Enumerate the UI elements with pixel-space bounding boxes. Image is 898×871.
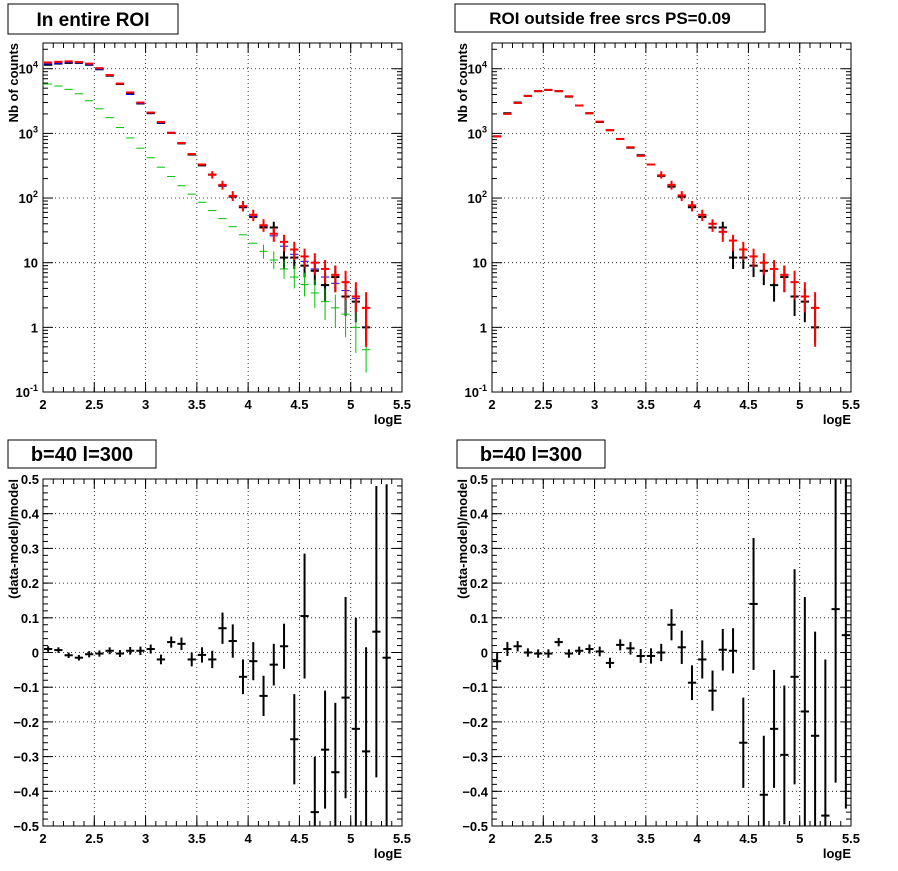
plot-frame: [491, 42, 852, 393]
x-tick-label: 5: [796, 397, 803, 412]
y-axis-title: Nb of counts: [455, 43, 470, 122]
y-tick-label: 102: [19, 189, 38, 206]
y-tick-label: 103: [468, 124, 487, 141]
plot-frame: [42, 42, 403, 393]
x-tick-label: 5.5: [393, 831, 411, 846]
x-tick-label: 2.5: [534, 397, 552, 412]
x-tick-label: 2.5: [534, 831, 552, 846]
y-tick-label: 0.4: [470, 507, 489, 522]
x-tick-label: 5: [347, 831, 354, 846]
panel-title: In entire ROI: [37, 10, 150, 31]
x-tick-label: 5.5: [842, 831, 860, 846]
x-tick-label: 2: [488, 397, 495, 412]
data-series: [44, 484, 391, 826]
x-tick-label: 2: [488, 831, 495, 846]
data-series: [44, 61, 371, 309]
x-tick-label: 3: [591, 397, 598, 412]
y-tick-label: 0.1: [21, 611, 39, 626]
x-tick-label: 5.5: [393, 397, 411, 412]
x-tick-label: 5: [347, 397, 354, 412]
data-series: [44, 83, 371, 373]
y-tick-label: 0.5: [21, 472, 39, 487]
y-axis-title: (data-model)/model: [6, 479, 21, 599]
x-tick-label: 4.5: [739, 397, 757, 412]
x-tick-label: 2: [39, 831, 46, 846]
x-tick-label: 3.5: [188, 831, 206, 846]
data-series: [44, 60, 371, 347]
y-axis-title: (data-model)/model: [455, 479, 470, 599]
y-tick-label: −0.5: [13, 819, 39, 834]
panel-title: ROI outside free srcs PS=0.09: [489, 9, 730, 28]
x-tick-label: 2: [39, 397, 46, 412]
data-series: [493, 479, 850, 826]
x-tick-label: 2.5: [85, 831, 103, 846]
panel-title: b=40 l=300: [31, 444, 133, 466]
chart-panel: 2 2.5 3 3.5 4 4.5 5 5.5 10-1 1 10 102 103 104 logE Nb o…: [454, 3, 860, 427]
y-tick-label: −0.4: [462, 784, 488, 799]
chart-panel: 2 2.5 3 3.5 4 4.5 5 5.5 −0.5 −0.4 −0.3 −0.2 −0.1 0 0.1…: [455, 439, 860, 861]
x-tick-label: 3.5: [637, 397, 655, 412]
plot-frame: [42, 478, 403, 827]
title-box: [456, 439, 606, 469]
y-tick-label: −0.3: [462, 750, 488, 765]
y-tick-label: 102: [468, 189, 487, 206]
x-axis-title: logE: [823, 412, 851, 427]
x-tick-label: 4: [245, 397, 253, 412]
x-axis-title: logE: [374, 412, 402, 427]
x-tick-label: 4: [694, 831, 702, 846]
x-tick-label: 3.5: [188, 397, 206, 412]
y-tick-label: 0.5: [470, 472, 488, 487]
y-tick-label: 10: [24, 256, 38, 271]
y-tick-label: 104: [19, 60, 38, 77]
y-tick-label: 10-1: [16, 383, 38, 400]
x-tick-label: 4: [245, 831, 253, 846]
data-series: [493, 88, 820, 347]
y-tick-label: −0.5: [462, 819, 488, 834]
y-tick-label: 103: [19, 124, 38, 141]
chart-panel: 2 2.5 3 3.5 4 4.5 5 5.5 10-1 1 10 102 103 104 logE Nb o…: [6, 3, 411, 427]
x-tick-label: 4: [694, 397, 702, 412]
y-axis-title: Nb of counts: [6, 43, 21, 122]
y-tick-label: −0.3: [13, 750, 39, 765]
y-tick-label: 104: [468, 60, 487, 77]
y-tick-label: −0.1: [462, 680, 488, 695]
title-box: [7, 439, 157, 469]
y-tick-label: 1: [31, 320, 38, 335]
y-tick-label: 1: [480, 320, 487, 335]
plot-frame: [491, 478, 852, 827]
title-box: [454, 3, 766, 33]
x-tick-label: 3: [142, 397, 149, 412]
x-tick-label: 2.5: [85, 397, 103, 412]
y-tick-label: 0.3: [21, 541, 39, 556]
data-series: [44, 61, 371, 342]
y-tick-label: 0.4: [21, 507, 40, 522]
y-tick-label: 0.3: [470, 541, 488, 556]
x-tick-label: 3: [142, 831, 149, 846]
x-tick-label: 5: [796, 831, 803, 846]
title-box: [7, 3, 179, 35]
x-tick-label: 3.5: [637, 831, 655, 846]
y-tick-label: 0: [32, 646, 39, 661]
y-tick-label: 0.2: [470, 576, 488, 591]
y-tick-label: 0: [481, 646, 488, 661]
chart-panel: 2 2.5 3 3.5 4 4.5 5 5.5 −0.5 −0.4 −0.3 −0.2 −0.1 0 0.1…: [6, 439, 411, 861]
x-tick-label: 4.5: [290, 397, 308, 412]
y-tick-label: −0.1: [13, 680, 39, 695]
y-tick-label: −0.4: [13, 784, 39, 799]
y-tick-label: 10: [473, 256, 487, 271]
x-axis-title: logE: [374, 846, 402, 861]
x-axis-title: logE: [823, 846, 851, 861]
y-tick-label: 0.1: [470, 611, 488, 626]
panel-title: b=40 l=300: [480, 444, 582, 466]
x-tick-label: 4.5: [739, 831, 757, 846]
y-tick-label: −0.2: [462, 715, 488, 730]
x-tick-label: 4.5: [290, 831, 308, 846]
x-tick-label: 5.5: [842, 397, 860, 412]
data-series: [493, 88, 820, 342]
y-tick-label: −0.2: [13, 715, 39, 730]
y-tick-label: 10-1: [465, 383, 487, 400]
y-tick-label: 0.2: [21, 576, 39, 591]
x-tick-label: 3: [591, 831, 598, 846]
